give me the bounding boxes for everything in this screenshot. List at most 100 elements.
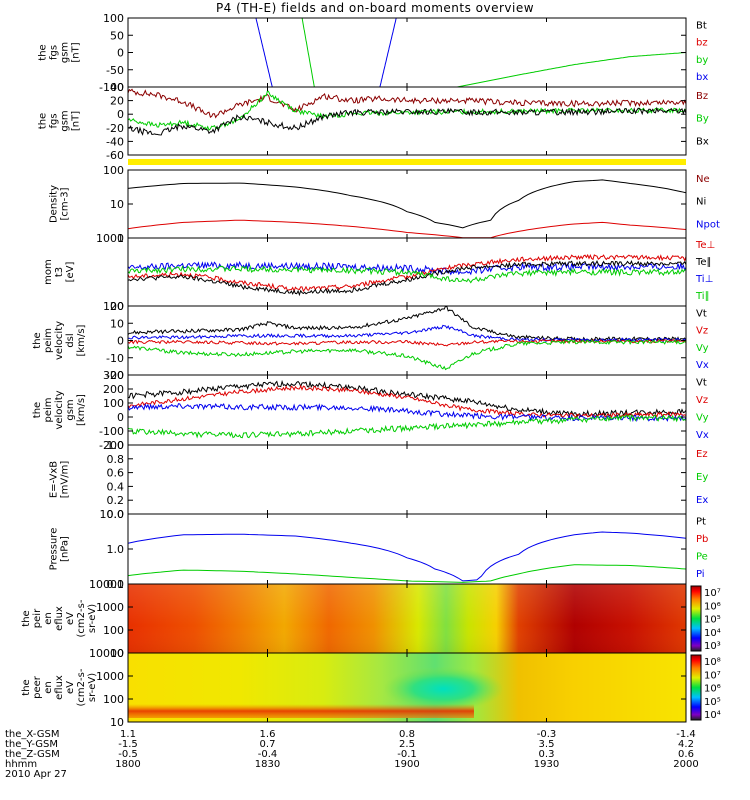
legend-entry: Ey [696, 472, 708, 483]
y-axis-label: the [32, 332, 43, 348]
ephemeris-value: 4.2 [678, 739, 694, 750]
y-axis-label: velocity [54, 321, 65, 360]
series-Vy [128, 414, 686, 439]
legend-entry: Bt [696, 20, 707, 31]
ephemeris-value: -0.5 [118, 749, 138, 760]
panel-moms_temp [128, 253, 686, 297]
y-tick-label: 0.2 [107, 494, 125, 507]
colorbar-tick: 10⁷ [704, 588, 721, 599]
ephemeris-value: -0.3 [537, 729, 557, 740]
panel-fgs_gsm [255, 18, 686, 87]
ephemeris-value: -0.1 [397, 749, 417, 760]
legend-entry: Vz [696, 326, 708, 337]
y-axis-label: the [38, 44, 49, 60]
panel-frame [127, 86, 687, 156]
y-axis-label: E=-VxB [49, 461, 60, 498]
series-Vx [128, 324, 686, 343]
y-tick-label: 0 [117, 108, 124, 121]
y-axis-label: the [21, 610, 32, 626]
panel-frame [127, 444, 687, 515]
colorbar-tick: 10⁴ [704, 710, 721, 721]
y-tick-label: -100 [99, 81, 124, 94]
ephemeris-value: 2.5 [399, 739, 415, 750]
panel-frame [127, 237, 687, 307]
legend-entry: Pt [696, 517, 706, 528]
ephemeris-value: 0.3 [539, 749, 555, 760]
chart-title: P4 (TH-E) fields and on-board moments ov… [215, 1, 535, 15]
ephemeris-value: -0.4 [258, 749, 278, 760]
y-axis-label: gsm [60, 110, 71, 131]
ephemeris-value: 1800 [115, 759, 140, 770]
y-tick-label: 1000 [96, 670, 124, 683]
y-tick-label: 10.0 [100, 508, 125, 521]
colorbar-tick: 10⁴ [704, 628, 721, 639]
y-axis-label: fgs [49, 113, 60, 128]
colorbar [690, 654, 702, 721]
y-axis-label: [km/s] [76, 324, 87, 356]
y-tick-label: 40 [110, 81, 124, 94]
y-axis-label: [nT] [71, 42, 82, 62]
legend-entry: Ti∥ [695, 291, 710, 302]
colorbar-tick: 10⁷ [704, 670, 721, 681]
legend-entry: By [696, 114, 709, 125]
colorbar [690, 585, 702, 652]
legend-entry: Ex [696, 495, 708, 506]
series-Vz [128, 338, 686, 347]
series-by [457, 52, 686, 87]
series-Bz [128, 88, 686, 119]
y-tick-label: -20 [106, 369, 124, 382]
colorbar-tick: 10⁶ [704, 601, 721, 612]
y-tick-label: 0.0 [107, 508, 125, 521]
y-tick-label: 10 [110, 716, 124, 729]
y-axis-label: eflux [54, 606, 65, 631]
y-tick-label: 0 [117, 47, 124, 60]
y-axis-label: sr-eV) [87, 604, 98, 633]
y-tick-label: 1.0 [107, 543, 125, 556]
legend-entry: Ne [696, 174, 710, 185]
legend-entry: Vx [696, 360, 709, 371]
y-axis-label: eV [65, 681, 76, 694]
y-axis-label: Pressure [49, 528, 60, 571]
ephemeris-value: 1.1 [120, 729, 136, 740]
y-axis-label: en [43, 612, 54, 625]
y-tick-label: -20 [106, 122, 124, 135]
series-Ti∥ [128, 264, 686, 284]
y-tick-label: -10 [106, 352, 124, 365]
y-tick-label: 0.1 [107, 578, 125, 591]
y-tick-label: 100 [103, 624, 124, 637]
spectrogram-shade [128, 584, 686, 653]
legend-entry: Pe [696, 552, 708, 563]
series-Ne [128, 219, 686, 238]
colorbar-tick: 10⁸ [704, 657, 721, 668]
y-tick-label: 300 [103, 369, 124, 382]
date-label: 2010 Apr 27 [5, 769, 67, 780]
spectrogram-band [128, 704, 474, 718]
series-Vy [128, 339, 686, 371]
series-Te⊥ [128, 253, 686, 293]
y-axis-label: [mV/m] [60, 461, 71, 499]
y-axis-label: dsl [65, 333, 76, 347]
y-axis-label: fgs [49, 45, 60, 60]
ephemeris-value: 0.7 [260, 739, 276, 750]
y-axis-label: peir [32, 608, 43, 628]
legend-entry: Te∥ [695, 257, 712, 268]
y-tick-label: 10000 [89, 647, 124, 660]
y-tick-label: -60 [106, 149, 124, 162]
y-tick-label: 10 [110, 198, 124, 211]
legend-entry: Vt [696, 378, 707, 389]
ephemeris-value: 1930 [534, 759, 559, 770]
series-Pe [128, 564, 686, 583]
y-axis-label: the [32, 402, 43, 418]
y-axis-label: the [21, 679, 32, 695]
ephemeris-value: 0.8 [399, 729, 415, 740]
legend-entry: Bz [696, 91, 708, 102]
y-axis-label: (cm2-s- [76, 599, 87, 637]
y-tick-label: -50 [106, 64, 124, 77]
colorbar-tick: 10⁵ [704, 697, 721, 708]
panel-peim_velocity_dsl [128, 306, 686, 371]
legend-entry: Npot [696, 219, 720, 230]
ephemeris-value: -1.4 [676, 729, 696, 740]
legend-entry: bx [696, 72, 708, 83]
flag-bar [128, 159, 686, 165]
